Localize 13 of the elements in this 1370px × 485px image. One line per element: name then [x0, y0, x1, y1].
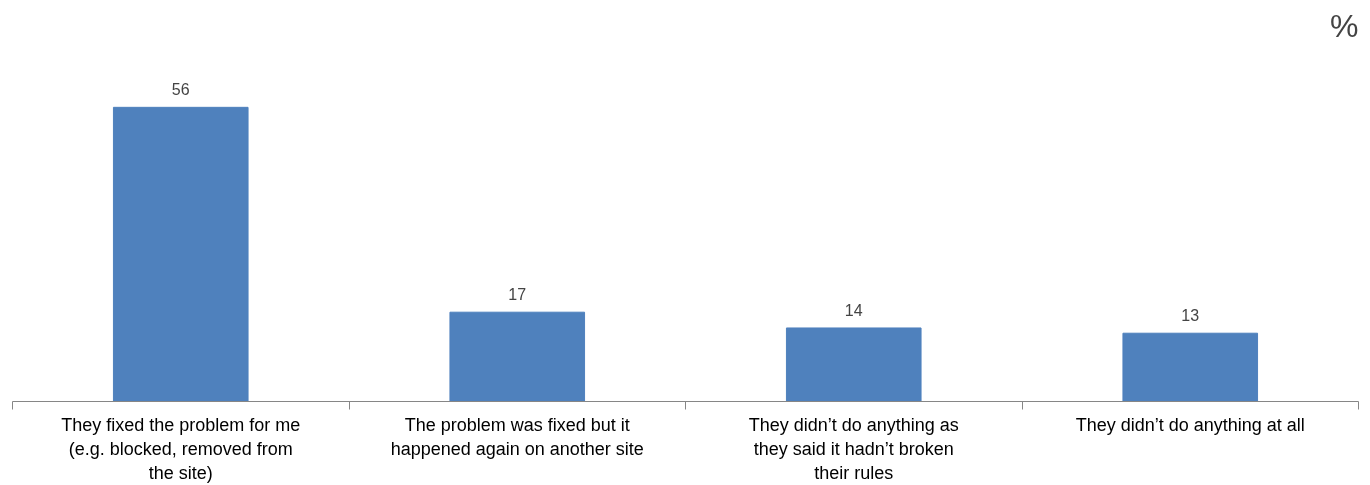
bar: [449, 311, 586, 402]
bar: [785, 327, 922, 402]
x-tick-label: They fixed the problem for me (e.g. blocked, removed from the site): [61, 414, 301, 483]
data-label: 17: [508, 286, 527, 304]
data-label: 14: [844, 301, 863, 319]
text: %: [1330, 7, 1359, 44]
data-label: 56: [171, 81, 190, 99]
data-label: 13: [1181, 307, 1200, 325]
bar: [1122, 332, 1259, 402]
bar: [112, 106, 249, 402]
x-tick-label: They didn’t do anything as they said it hadn’t broken their rules: [748, 414, 959, 483]
x-tick-label: They didn’t do anything at all: [1075, 414, 1305, 435]
x-tick-label: The problem was fixed but it happened again on another site: [390, 414, 644, 459]
